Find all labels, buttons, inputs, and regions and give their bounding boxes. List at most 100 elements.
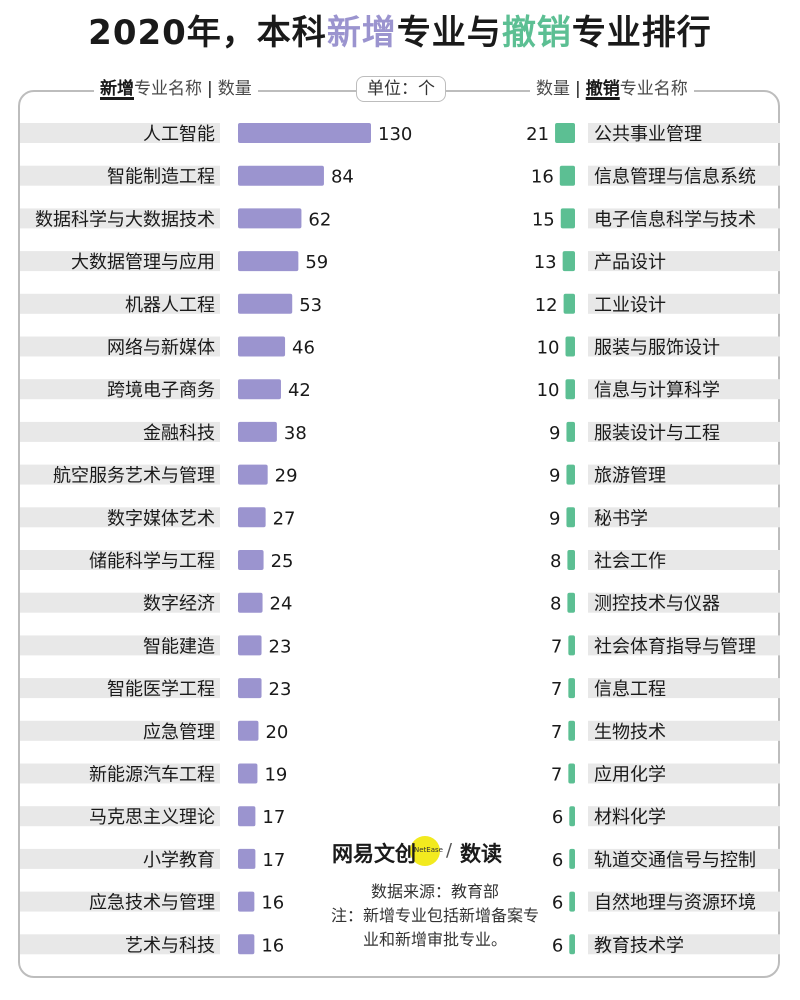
- row-band-right: [588, 251, 780, 272]
- removed-value-label: 10: [537, 338, 560, 359]
- removed-value-label: 8: [550, 551, 561, 572]
- added-category-label: 金融科技: [143, 423, 215, 444]
- added-category-label: 机器人工程: [125, 295, 215, 316]
- row-band-left: [20, 763, 220, 784]
- row-band-left: [20, 720, 220, 741]
- removed-category-label: 信息与计算科学: [594, 380, 720, 401]
- added-category-label: 储能科学与工程: [89, 551, 215, 572]
- row-band-right: [588, 848, 780, 869]
- removed-bar: [567, 550, 575, 570]
- removed-category-label: 社会工作: [594, 551, 666, 572]
- removed-bar: [566, 464, 575, 485]
- added-category-label: 数字经济: [143, 594, 215, 615]
- removed-value-label: 8: [550, 594, 561, 615]
- added-category-label: 数据科学与大数据技术: [35, 209, 215, 230]
- added-value-label: 16: [261, 893, 284, 914]
- added-bar: [238, 379, 281, 400]
- left-header-count: 数量: [217, 79, 252, 99]
- removed-bar: [559, 165, 575, 186]
- added-bar: [238, 934, 255, 955]
- row-band-left: [20, 806, 220, 827]
- left-header: 新增专业名称 | 数量: [94, 76, 258, 102]
- source-note: 数据来源：教育部: [370, 882, 499, 901]
- row-band-left: [20, 165, 220, 186]
- removed-bar: [569, 934, 575, 955]
- added-value-label: 27: [273, 508, 296, 529]
- row-band-left: [20, 208, 220, 229]
- row-band-right: [588, 934, 780, 955]
- added-category-label: 智能制造工程: [107, 167, 215, 188]
- removed-highlight: 撤销: [585, 79, 620, 99]
- removed-value-label: 9: [549, 508, 560, 529]
- row-band-left: [20, 550, 220, 570]
- removed-value-label: 12: [535, 295, 558, 316]
- removed-bar: [562, 251, 575, 272]
- added-category-label: 数字媒体艺术: [107, 508, 215, 529]
- added-category-label: 大数据管理与应用: [71, 252, 215, 273]
- logo-main: 网易文创: [332, 842, 416, 866]
- logo-small: NetEase: [414, 846, 443, 854]
- removed-value-label: 6: [552, 893, 563, 914]
- removed-value-label: 7: [551, 636, 562, 657]
- removed-value-label: 6: [552, 935, 563, 956]
- removed-category-label: 生物技术: [594, 722, 666, 743]
- added-value-label: 42: [288, 380, 311, 401]
- row-band-left: [20, 251, 220, 272]
- removed-category-label: 测控技术与仪器: [594, 594, 720, 615]
- row-band-right: [588, 763, 780, 784]
- removed-bar: [569, 891, 575, 912]
- added-bar: [238, 635, 262, 656]
- removed-bar: [555, 123, 575, 143]
- removed-value-label: 13: [534, 252, 557, 273]
- row-band-left: [20, 421, 220, 442]
- removed-value-label: 6: [552, 807, 563, 828]
- removed-category-label: 教育技术学: [594, 935, 684, 956]
- added-value-label: 19: [264, 765, 287, 786]
- removed-value-label: 21: [526, 124, 549, 145]
- row-band-left: [20, 379, 220, 400]
- added-category-label: 网络与新媒体: [107, 338, 215, 359]
- removed-value-label: 7: [551, 765, 562, 786]
- removed-bar: [568, 720, 575, 741]
- row-band-left: [20, 507, 220, 528]
- removed-category-label: 自然地理与资源环境: [594, 893, 756, 914]
- added-bar: [238, 464, 268, 485]
- removed-category-label: 电子信息科学与技术: [594, 209, 756, 230]
- removed-category-label: 轨道交通信号与控制: [594, 850, 756, 871]
- row-band-right: [588, 550, 780, 570]
- added-category-label: 应急技术与管理: [89, 893, 215, 914]
- added-bar: [238, 208, 302, 229]
- added-bar: [238, 251, 299, 272]
- added-category-label: 智能建造: [143, 636, 215, 657]
- row-band-right: [588, 891, 780, 912]
- added-category-label: 艺术与科技: [125, 935, 215, 956]
- row-band-right: [588, 592, 780, 613]
- added-bar: [238, 891, 255, 912]
- netease-logo: 网易文创 NetEase / 数读: [328, 834, 528, 868]
- added-category-label: 智能医学工程: [107, 679, 215, 700]
- removed-value-label: 10: [537, 380, 560, 401]
- row-band-left: [20, 592, 220, 613]
- added-bar: [238, 806, 256, 827]
- removed-bar: [568, 635, 575, 656]
- row-band-left: [20, 848, 220, 869]
- added-value-label: 20: [265, 722, 288, 743]
- added-bar: [238, 550, 264, 570]
- added-value-label: 59: [305, 252, 328, 273]
- removed-bar: [569, 848, 575, 869]
- added-category-label: 航空服务艺术与管理: [53, 466, 215, 487]
- removed-category-label: 旅游管理: [594, 466, 666, 487]
- added-category-label: 跨境电子商务: [107, 380, 215, 401]
- removed-category-label: 应用化学: [594, 765, 666, 786]
- notes: 数据来源：教育部 注：新增专业包括新增备案专业和新增审批专业。: [330, 880, 540, 952]
- removed-value-label: 7: [551, 722, 562, 743]
- added-value-label: 46: [292, 338, 315, 359]
- removed-category-label: 产品设计: [594, 252, 666, 273]
- added-bar: [238, 293, 293, 314]
- removed-bar: [568, 763, 575, 784]
- row-band-right: [588, 208, 780, 229]
- added-value-label: 23: [269, 636, 292, 657]
- removed-bar: [563, 293, 575, 314]
- removed-category-label: 信息管理与信息系统: [594, 167, 756, 188]
- removed-bar: [566, 507, 575, 528]
